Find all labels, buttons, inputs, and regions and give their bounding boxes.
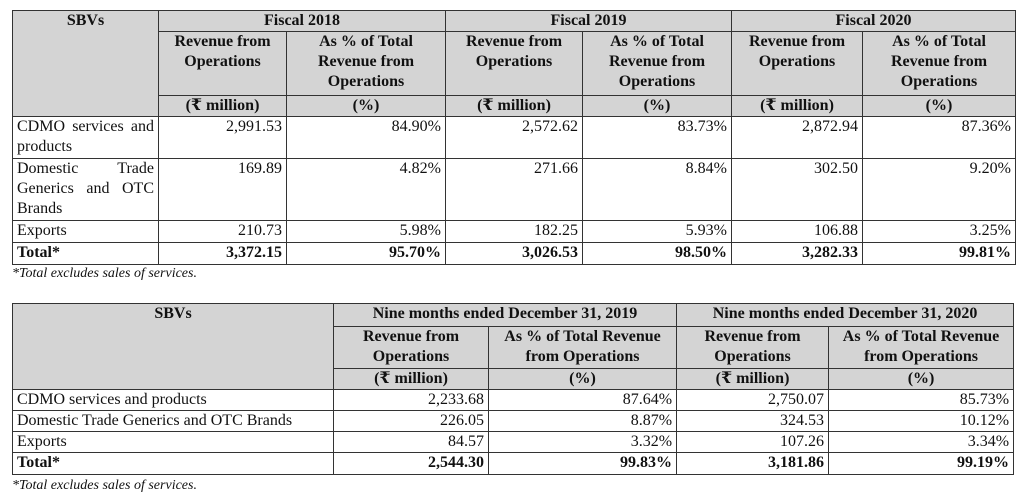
percent-cell: 3.34% <box>828 431 1015 453</box>
percent-cell: 98.50% <box>582 242 732 265</box>
unit-header: (₹ million) <box>676 368 830 390</box>
unit-header: (₹ million) <box>445 95 583 117</box>
period-header: Nine months ended December 31, 2019 <box>332 303 678 327</box>
revenue-cell: 84.57 <box>333 431 489 453</box>
percent-cell: 87.36% <box>862 116 1016 159</box>
revenue-col-header: Revenue from Operations <box>731 31 863 96</box>
revenue-cell: 2,750.07 <box>676 389 830 411</box>
unit-header: (%) <box>862 95 1016 117</box>
percent-cell: 84.90% <box>286 116 446 159</box>
row-label: Total* <box>12 452 334 475</box>
table-row: Domestic Trade Generics and OTC Brands 22… <box>12 410 1015 432</box>
revenue-cell: 169.89 <box>158 158 287 221</box>
unit-header: (%) <box>286 95 446 117</box>
table-row: Exports 210.73 5.98% 182.25 5.93% 106.88 3.25% <box>12 220 1016 243</box>
sbv-header: SBVs <box>12 10 159 117</box>
unit-header: (%) <box>828 368 1015 390</box>
percent-cell: 5.93% <box>582 220 732 243</box>
table-row: CDMO services and products 2,991.53 84.90%… <box>12 116 1016 159</box>
period-header: Fiscal 2020 <box>731 10 1016 32</box>
revenue-cell: 2,872.94 <box>731 116 863 159</box>
percent-col-header: As % of Total Revenue from Operations <box>828 326 1015 369</box>
percent-cell: 85.73% <box>828 389 1015 411</box>
nine-month-revenue-table: SBVs Nine months ended December 31, 2019… <box>12 303 1015 475</box>
period-header: Nine months ended December 31, 2020 <box>676 303 1015 327</box>
percent-cell: 3.32% <box>487 431 678 453</box>
revenue-cell: 2,572.62 <box>445 116 583 159</box>
percent-cell: 95.70% <box>286 242 446 265</box>
percent-cell: 99.19% <box>828 452 1015 475</box>
revenue-cell: 226.05 <box>333 410 489 432</box>
unit-header: (%) <box>582 95 732 117</box>
revenue-cell: 182.25 <box>445 220 583 243</box>
percent-cell: 3.25% <box>862 220 1016 243</box>
unit-header: (₹ million) <box>731 95 863 117</box>
revenue-cell: 302.50 <box>731 158 863 221</box>
percent-cell: 99.83% <box>487 452 678 475</box>
footnote: *Total excludes sales of services. <box>12 266 197 281</box>
revenue-cell: 3,282.33 <box>731 242 863 265</box>
percent-col-header: As % of Total Revenue from Operations <box>487 326 678 369</box>
revenue-col-header: Revenue from Operations <box>445 31 583 96</box>
revenue-cell: 3,026.53 <box>445 242 583 265</box>
percent-col-header: As % of Total Revenue from Operations <box>862 31 1016 96</box>
percent-cell: 8.84% <box>582 158 732 221</box>
revenue-cell: 3,372.15 <box>158 242 287 265</box>
revenue-cell: 2,233.68 <box>333 389 489 411</box>
percent-col-header: As % of Total Revenue from Operations <box>286 31 446 96</box>
table-row: Domestic Trade Generics and OTC Brands 16… <box>12 158 1016 221</box>
percent-cell: 8.87% <box>487 410 678 432</box>
percent-cell: 99.81% <box>862 242 1016 265</box>
revenue-col-header: Revenue from Operations <box>676 326 830 369</box>
row-label: Domestic Trade Generics and OTC Brands <box>12 410 334 432</box>
row-label: CDMO services and products <box>12 116 159 159</box>
revenue-cell: 324.53 <box>676 410 830 432</box>
row-label: CDMO services and products <box>12 389 334 411</box>
total-row: Total* 3,372.15 95.70% 3,026.53 98.50% 3,282.… <box>12 242 1016 265</box>
percent-cell: 83.73% <box>582 116 732 159</box>
row-label: Domestic Trade Generics and OTC Brands <box>12 158 159 221</box>
revenue-cell: 106.88 <box>731 220 863 243</box>
row-label: Exports <box>12 431 334 453</box>
sbv-header: SBVs <box>12 303 334 390</box>
table-row: CDMO services and products 2,233.68 87.64%… <box>12 389 1015 411</box>
percent-col-header: As % of Total Revenue from Operations <box>582 31 732 96</box>
revenue-cell: 271.66 <box>445 158 583 221</box>
revenue-cell: 3,181.86 <box>676 452 830 475</box>
unit-header: (₹ million) <box>158 95 287 117</box>
revenue-cell: 2,991.53 <box>158 116 287 159</box>
percent-cell: 5.98% <box>286 220 446 243</box>
percent-cell: 10.12% <box>828 410 1015 432</box>
percent-cell: 87.64% <box>487 389 678 411</box>
row-label: Exports <box>12 220 159 243</box>
total-row: Total* 2,544.30 99.83% 3,181.86 99.19% <box>12 452 1015 475</box>
revenue-col-header: Revenue from Operations <box>158 31 287 96</box>
revenue-cell: 2,544.30 <box>333 452 489 475</box>
percent-cell: 9.20% <box>862 158 1016 221</box>
period-header: Fiscal 2019 <box>445 10 732 32</box>
unit-header: (₹ million) <box>333 368 489 390</box>
revenue-cell: 210.73 <box>158 220 287 243</box>
footnote: *Total excludes sales of services. <box>12 478 197 493</box>
row-label: Total* <box>12 242 159 265</box>
table-row: Exports 84.57 3.32% 107.26 3.34% <box>12 431 1015 453</box>
fiscal-revenue-table: SBVs Fiscal 2018 Fiscal 2019 Fiscal 2020… <box>12 10 1016 265</box>
revenue-col-header: Revenue from Operations <box>333 326 489 369</box>
period-header: Fiscal 2018 <box>158 10 446 32</box>
unit-header: (%) <box>487 368 678 390</box>
percent-cell: 4.82% <box>286 158 446 221</box>
revenue-cell: 107.26 <box>676 431 830 453</box>
